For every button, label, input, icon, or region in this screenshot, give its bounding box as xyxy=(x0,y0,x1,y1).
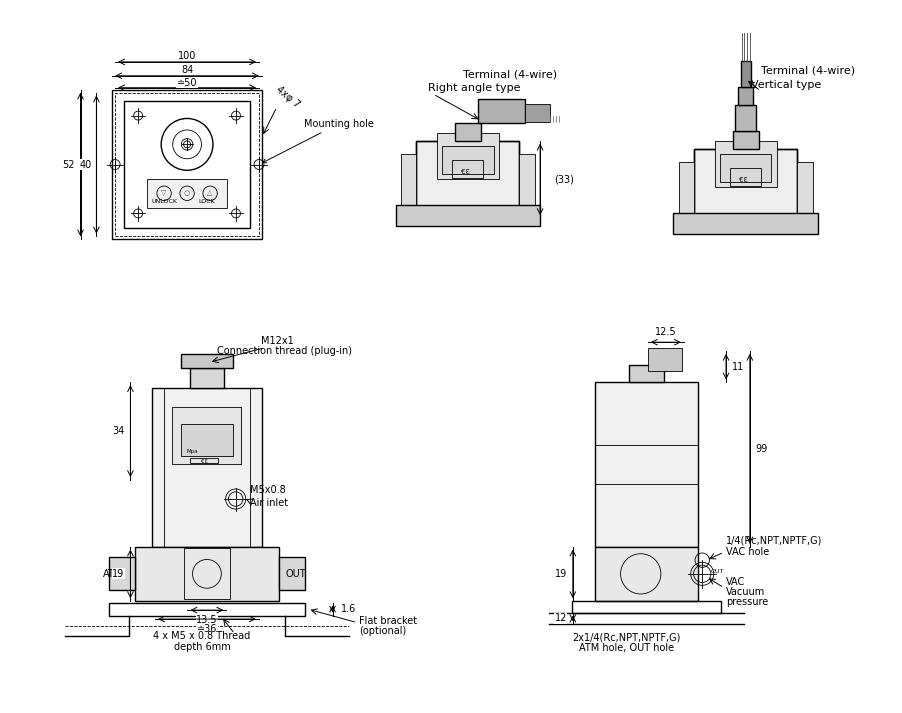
Bar xyxy=(730,168,760,186)
Bar xyxy=(740,61,750,87)
Bar xyxy=(714,141,776,188)
Text: depth 6mm: depth 6mm xyxy=(173,642,230,652)
Bar xyxy=(416,140,519,218)
Bar xyxy=(180,354,233,368)
Bar xyxy=(189,458,218,463)
Bar xyxy=(112,90,262,240)
Text: Right angle type: Right angle type xyxy=(428,83,520,93)
Text: Connection thread (plug-in): Connection thread (plug-in) xyxy=(216,346,352,356)
Bar xyxy=(134,546,279,601)
Bar xyxy=(678,162,694,213)
Text: ≐36: ≐36 xyxy=(197,624,216,634)
Text: M5x0.8: M5x0.8 xyxy=(250,485,286,495)
Text: Terminal (4-wire): Terminal (4-wire) xyxy=(463,69,557,79)
Text: 12: 12 xyxy=(554,613,566,623)
Bar xyxy=(524,103,550,122)
Bar xyxy=(594,546,697,601)
Text: 4xφ 7: 4xφ 7 xyxy=(273,84,301,110)
Bar xyxy=(416,140,519,218)
Bar xyxy=(594,382,697,546)
Bar xyxy=(734,105,755,130)
Bar xyxy=(279,558,304,590)
Bar xyxy=(115,93,259,237)
Text: €Ɛ: €Ɛ xyxy=(460,169,469,175)
Text: 1.6: 1.6 xyxy=(340,604,355,614)
Text: 34: 34 xyxy=(112,426,124,436)
Bar xyxy=(719,154,770,182)
Bar xyxy=(796,162,812,213)
Text: Air inlet: Air inlet xyxy=(250,498,288,508)
Text: Vertical type: Vertical type xyxy=(750,80,820,90)
Bar xyxy=(629,365,663,382)
Bar xyxy=(673,213,817,234)
Bar xyxy=(694,148,796,226)
Text: Mpa: Mpa xyxy=(187,449,198,454)
Text: 2x1/4(Rc,NPT,NPTF,G): 2x1/4(Rc,NPT,NPTF,G) xyxy=(572,632,680,642)
Text: Terminal (4-wire): Terminal (4-wire) xyxy=(759,65,854,75)
Bar xyxy=(147,179,227,207)
Text: 52: 52 xyxy=(62,160,75,170)
Text: €Ɛ: €Ɛ xyxy=(738,177,747,183)
Text: 19: 19 xyxy=(554,569,566,579)
Text: pressure: pressure xyxy=(725,597,768,607)
Text: 99: 99 xyxy=(755,443,768,453)
Text: VAC hole: VAC hole xyxy=(725,548,769,558)
Text: 13.5: 13.5 xyxy=(196,615,217,625)
Text: M12x1: M12x1 xyxy=(262,336,294,346)
Text: △: △ xyxy=(207,190,213,196)
Bar xyxy=(180,424,233,456)
Bar xyxy=(455,123,480,140)
Text: ATM.: ATM. xyxy=(103,569,126,579)
Text: ▽: ▽ xyxy=(161,190,167,196)
Text: Mounting hole: Mounting hole xyxy=(262,119,373,163)
Bar xyxy=(437,133,498,180)
Text: (optional): (optional) xyxy=(359,625,406,635)
Text: VAC: VAC xyxy=(725,577,744,587)
Bar xyxy=(124,101,250,228)
Text: 100: 100 xyxy=(178,51,196,61)
Text: ○: ○ xyxy=(184,190,190,196)
Text: 84: 84 xyxy=(180,65,193,75)
Text: 4 x M5 x 0.8 Thread: 4 x M5 x 0.8 Thread xyxy=(153,631,251,641)
Bar xyxy=(172,406,241,464)
Bar xyxy=(732,130,758,148)
Text: OUT: OUT xyxy=(286,569,306,579)
Bar xyxy=(452,160,483,178)
Text: €Ɛ: €Ɛ xyxy=(200,458,207,463)
Bar xyxy=(442,146,493,174)
Bar xyxy=(400,153,416,205)
Text: 12.5: 12.5 xyxy=(654,327,676,337)
Text: 40: 40 xyxy=(79,160,91,170)
Text: Vacuum: Vacuum xyxy=(725,587,765,597)
Bar xyxy=(519,153,534,205)
Text: UNLOCK: UNLOCK xyxy=(151,200,177,205)
Text: 19: 19 xyxy=(112,569,124,579)
Bar xyxy=(648,348,682,371)
Bar xyxy=(395,205,539,226)
Text: ATM hole, OUT hole: ATM hole, OUT hole xyxy=(578,643,674,653)
Bar xyxy=(109,558,134,590)
Bar xyxy=(478,99,524,123)
Bar xyxy=(694,148,796,226)
Text: LOCK: LOCK xyxy=(198,200,216,205)
Bar xyxy=(152,389,262,546)
Text: (33): (33) xyxy=(554,175,574,185)
Text: 11: 11 xyxy=(732,361,743,371)
Text: Flat bracket: Flat bracket xyxy=(359,615,417,626)
Bar xyxy=(571,601,721,612)
Text: OUT: OUT xyxy=(709,570,723,575)
Bar xyxy=(109,602,304,615)
Text: 1/4(Rc,NPT,NPTF,G): 1/4(Rc,NPT,NPTF,G) xyxy=(725,535,822,545)
Bar xyxy=(189,368,224,389)
Bar xyxy=(184,548,230,599)
Text: ≐50: ≐50 xyxy=(177,78,198,88)
Bar xyxy=(737,87,752,105)
